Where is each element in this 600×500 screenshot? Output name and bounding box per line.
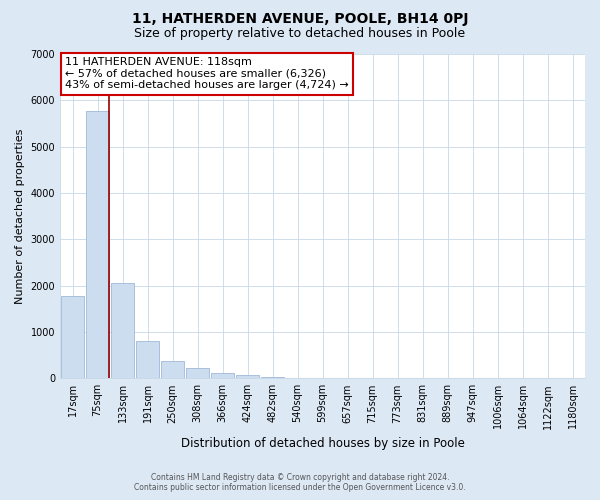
Bar	[261, 377, 284, 378]
Bar	[61, 296, 84, 378]
Bar	[186, 368, 209, 378]
Bar	[86, 110, 109, 378]
Y-axis label: Number of detached properties: Number of detached properties	[15, 128, 25, 304]
Text: Contains HM Land Registry data © Crown copyright and database right 2024.
Contai: Contains HM Land Registry data © Crown c…	[134, 473, 466, 492]
Bar	[211, 372, 234, 378]
Bar	[236, 375, 259, 378]
Bar	[136, 341, 159, 378]
Text: Size of property relative to detached houses in Poole: Size of property relative to detached ho…	[134, 28, 466, 40]
Bar	[111, 283, 134, 378]
Text: 11 HATHERDEN AVENUE: 118sqm
← 57% of detached houses are smaller (6,326)
43% of : 11 HATHERDEN AVENUE: 118sqm ← 57% of det…	[65, 57, 349, 90]
X-axis label: Distribution of detached houses by size in Poole: Distribution of detached houses by size …	[181, 437, 464, 450]
Bar	[161, 361, 184, 378]
Text: 11, HATHERDEN AVENUE, POOLE, BH14 0PJ: 11, HATHERDEN AVENUE, POOLE, BH14 0PJ	[132, 12, 468, 26]
